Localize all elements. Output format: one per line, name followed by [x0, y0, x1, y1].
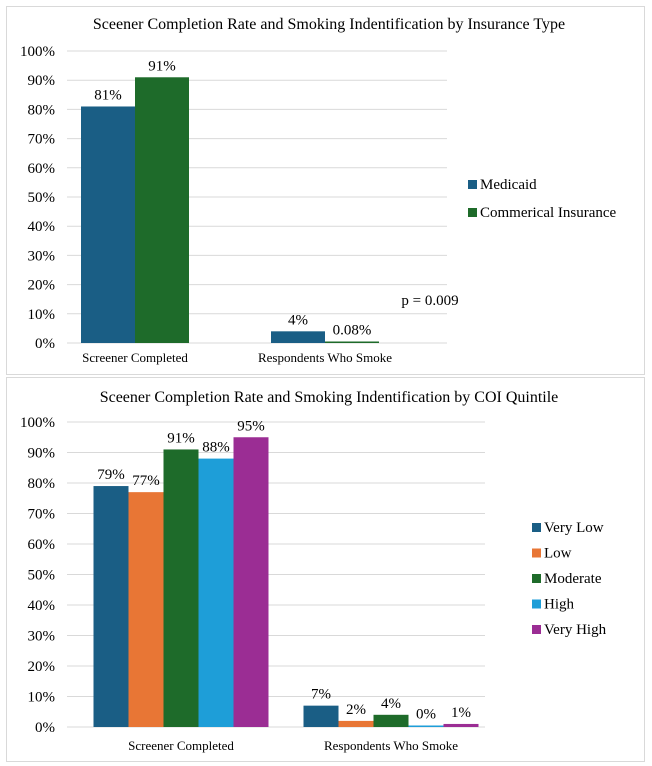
y-tick-label: 0%	[35, 720, 55, 736]
data-label: 77%	[132, 473, 160, 489]
x-tick-label: Screener Completed	[82, 350, 188, 365]
bar	[135, 77, 189, 343]
bar	[338, 720, 374, 727]
bar	[373, 714, 409, 727]
y-tick-label: 70%	[28, 132, 56, 148]
bar	[443, 723, 479, 727]
x-tick-label: Respondents Who Smoke	[324, 738, 458, 753]
y-tick-label: 0%	[35, 336, 55, 352]
y-tick-label: 20%	[28, 659, 56, 675]
data-label: 0.08%	[333, 323, 372, 339]
legend-label: High	[544, 597, 575, 613]
y-tick-label: 100%	[20, 44, 55, 60]
legend-label: Moderate	[544, 571, 602, 587]
legend-swatch	[532, 625, 541, 634]
legend-label: Medicaid	[480, 177, 537, 193]
bar	[163, 449, 199, 727]
y-tick-label: 90%	[28, 446, 56, 462]
chart-title-coi: Sceener Completion Rate and Smoking Inde…	[100, 389, 559, 406]
legend-label: Commerical Insurance	[480, 205, 617, 221]
legend-swatch	[532, 599, 541, 609]
x-tick-label: Respondents Who Smoke	[258, 350, 392, 365]
y-tick-label: 40%	[28, 219, 56, 235]
y-tick-label: 30%	[28, 629, 56, 645]
y-tick-label: 40%	[28, 598, 56, 614]
data-label: 81%	[94, 87, 122, 103]
bar	[93, 486, 129, 727]
y-tick-label: 50%	[28, 190, 56, 206]
y-tick-label: 70%	[28, 507, 56, 523]
legend-label: Very High	[544, 622, 607, 638]
data-label: 79%	[97, 467, 125, 483]
data-label: 0%	[416, 707, 436, 723]
data-label: 91%	[167, 430, 195, 446]
bar	[303, 705, 339, 727]
y-tick-label: 90%	[28, 73, 56, 89]
p-value-annotation: p = 0.009	[401, 293, 458, 309]
bar	[271, 331, 325, 343]
y-tick-label: 10%	[28, 690, 56, 706]
data-label: 91%	[148, 58, 176, 74]
y-tick-label: 60%	[28, 537, 56, 553]
data-label: 95%	[237, 418, 265, 434]
legend-swatch	[532, 574, 541, 583]
y-tick-label: 20%	[28, 278, 56, 294]
bar	[128, 492, 164, 727]
y-tick-label: 80%	[28, 102, 56, 118]
bar	[408, 725, 444, 727]
y-tick-label: 80%	[28, 476, 56, 492]
legend-swatch	[468, 208, 477, 217]
x-tick-label: Screener Completed	[128, 738, 234, 753]
legend-swatch	[532, 523, 541, 532]
y-tick-label: 60%	[28, 161, 56, 177]
data-label: 1%	[451, 705, 471, 721]
bar	[233, 437, 269, 727]
legend-label: Low	[544, 546, 572, 562]
data-label: 4%	[288, 312, 308, 328]
data-label: 4%	[381, 696, 401, 712]
legend-swatch	[532, 548, 541, 558]
data-label: 88%	[202, 440, 230, 456]
y-tick-label: 30%	[28, 248, 56, 264]
data-label: 2%	[346, 702, 366, 718]
legend-swatch	[468, 180, 477, 189]
bar	[81, 106, 135, 343]
bar	[325, 341, 379, 343]
chart-title-insurance: Sceener Completion Rate and Smoking Inde…	[93, 16, 565, 33]
data-label: 7%	[311, 687, 331, 703]
y-tick-label: 50%	[28, 568, 56, 584]
y-tick-label: 100%	[20, 415, 55, 431]
bar	[198, 458, 234, 727]
y-tick-label: 10%	[28, 307, 56, 323]
legend-label: Very Low	[544, 520, 604, 536]
